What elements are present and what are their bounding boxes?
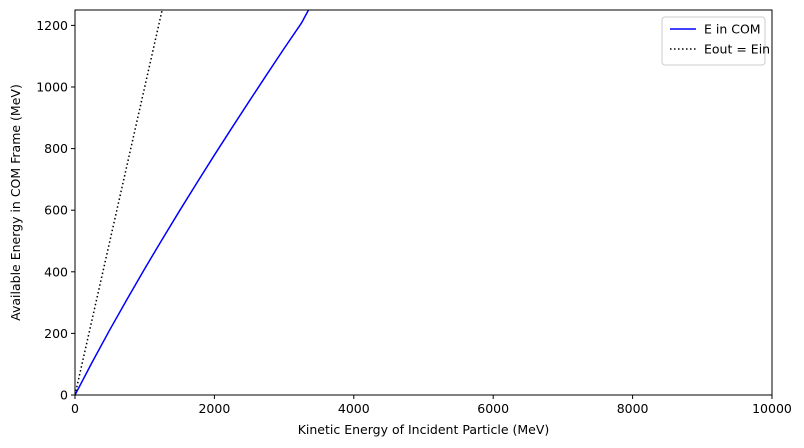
y-tick-label: 600 (44, 203, 68, 218)
x-tick-label: 2000 (198, 401, 230, 416)
y-tick-label: 0 (60, 388, 68, 403)
series-line-2 (75, 10, 163, 395)
y-tick-label: 400 (44, 264, 68, 279)
legend-label-1: E in COM (704, 22, 761, 37)
y-tick-label: 1000 (36, 80, 68, 95)
x-tick-label: 8000 (617, 401, 649, 416)
y-tick-label: 800 (44, 141, 68, 156)
legend-label-2: Eout = Ein (704, 42, 770, 57)
y-tick-label: 200 (44, 326, 68, 341)
series-layer (75, 10, 310, 395)
x-axis-title: Kinetic Energy of Incident Particle (MeV… (298, 422, 550, 437)
plot-area (75, 10, 772, 395)
y-axis: 0 200 400 600 800 1000 1200 (36, 18, 75, 403)
y-tick-label: 1200 (36, 18, 68, 33)
x-tick-label: 4000 (338, 401, 370, 416)
plot-frame (74, 9, 773, 396)
x-tick-label: 6000 (477, 401, 509, 416)
x-axis: 0 2000 4000 6000 8000 10000 (71, 395, 792, 416)
x-tick-label: 0 (71, 401, 79, 416)
y-axis-title: Available Energy in COM Frame (MeV) (8, 84, 23, 321)
series-line-1 (75, 10, 310, 395)
legend: E in COM Eout = Ein (661, 16, 770, 66)
x-tick-label: 10000 (752, 401, 792, 416)
